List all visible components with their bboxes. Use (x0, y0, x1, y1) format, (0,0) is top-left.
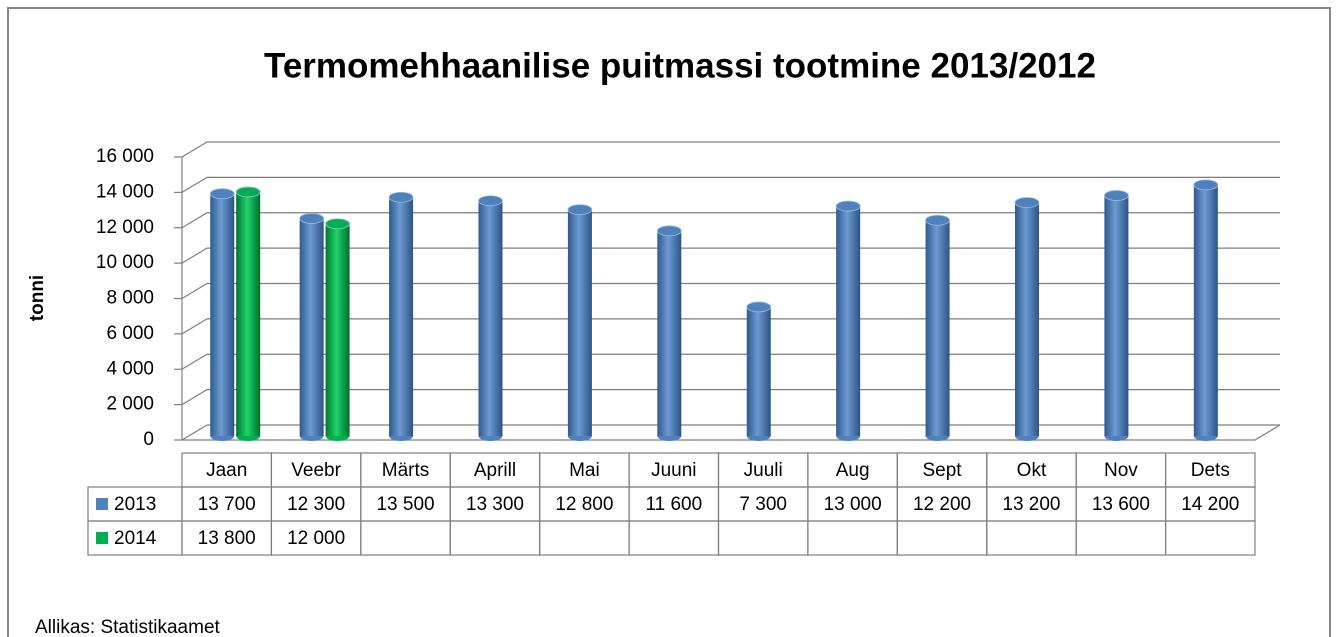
bar (389, 197, 414, 436)
bar-top (325, 218, 350, 230)
x-tick-label: Dets (1191, 460, 1230, 481)
y-tick-label: 12 000 (96, 217, 154, 238)
legend-label: 2014 (114, 528, 157, 549)
data-label: 13 700 (198, 494, 256, 515)
bar-group (835, 200, 861, 441)
y-tick-label: 4 000 (106, 358, 154, 379)
bar (210, 193, 235, 436)
y-tick-label: 2 000 (106, 394, 154, 415)
grid-line (181, 141, 1280, 158)
x-tick-label: Aprill (474, 460, 516, 481)
bar-top (746, 301, 772, 313)
bar-group (1104, 190, 1129, 441)
data-label: 7 300 (739, 494, 787, 515)
y-axis-label: tonni (27, 275, 48, 321)
bar (1193, 184, 1218, 436)
bar-group (567, 204, 593, 441)
bar-top (209, 188, 235, 200)
legend-swatch (96, 532, 108, 544)
bar (1014, 202, 1039, 436)
legend-swatch (96, 498, 108, 510)
data-label: 13 000 (824, 494, 882, 515)
chart-title: Termomehhaanilise puitmassi tootmine 201… (264, 46, 1096, 85)
x-tick-label: Aug (836, 460, 870, 481)
bar-top (388, 191, 414, 203)
bar-group (299, 213, 325, 441)
bar-group (746, 301, 772, 441)
grid-line (181, 247, 1280, 264)
y-tick-label: 10 000 (96, 252, 154, 273)
data-label: 13 600 (1092, 494, 1150, 515)
x-tick-label: Nov (1104, 460, 1138, 481)
legend-label: 2013 (114, 494, 156, 515)
y-tick-label: 14 000 (96, 181, 154, 202)
data-label: 14 200 (1181, 494, 1239, 515)
bar-group (325, 218, 350, 441)
x-tick-label: Okt (1017, 460, 1047, 481)
bar (746, 306, 771, 436)
grid-line (181, 353, 1280, 370)
bar (325, 223, 350, 436)
floor (182, 424, 1281, 441)
x-tick-label: Sept (922, 460, 962, 481)
data-label: 13 800 (198, 528, 256, 549)
bar (236, 191, 261, 436)
data-label: 12 000 (287, 528, 345, 549)
bar (299, 218, 324, 436)
bar-top (1014, 197, 1040, 208)
x-tick-label: Juuni (651, 460, 696, 481)
grid-line (181, 212, 1280, 229)
grid-line (181, 389, 1280, 406)
table-cell (1164, 520, 1256, 556)
grid-line (181, 176, 1280, 193)
y-tick-label: 8 000 (106, 288, 154, 309)
bar (657, 230, 682, 436)
x-tick-label: Veebr (291, 460, 341, 481)
data-label: 12 200 (913, 494, 971, 515)
bar-group (235, 186, 261, 441)
x-tick-label: Jaan (206, 460, 247, 481)
y-tick-label: 0 (143, 429, 154, 450)
bar (478, 200, 503, 436)
x-tick-label: Juuli (744, 460, 783, 481)
bar-top (478, 195, 503, 207)
bar (1104, 195, 1129, 436)
bar-top (299, 213, 325, 224)
bar-group (925, 214, 950, 441)
bar-top (1104, 190, 1129, 201)
bar (567, 209, 592, 436)
bar-group (209, 188, 235, 441)
source-note: Allikas: Statistikaamet (35, 617, 221, 637)
bar-top (835, 200, 861, 212)
bar-group (656, 225, 682, 441)
bar-top (567, 204, 593, 216)
y-tick-label: 16 000 (96, 146, 154, 167)
y-tick-label: 6 000 (106, 323, 154, 344)
bar-group (1014, 197, 1040, 441)
bar-group (388, 191, 414, 441)
data-label: 12 800 (555, 494, 613, 515)
bar (925, 220, 950, 436)
bar-top (925, 214, 950, 226)
bar (836, 206, 861, 436)
data-label: 11 600 (645, 494, 702, 515)
grid-line (181, 318, 1280, 335)
bar-group (478, 195, 503, 441)
bar-top (656, 225, 682, 237)
x-tick-label: Mai (569, 460, 600, 481)
bar-top (1193, 179, 1219, 191)
data-label: 12 300 (287, 494, 345, 515)
x-tick-label: Märts (382, 460, 430, 481)
grid-line (181, 424, 1280, 441)
data-label: 13 300 (466, 494, 524, 515)
bar-group (1193, 179, 1219, 441)
data-label: 13 200 (1002, 494, 1060, 515)
data-label: 13 500 (376, 494, 434, 515)
grid-line (181, 282, 1280, 300)
bar-top (235, 186, 261, 198)
